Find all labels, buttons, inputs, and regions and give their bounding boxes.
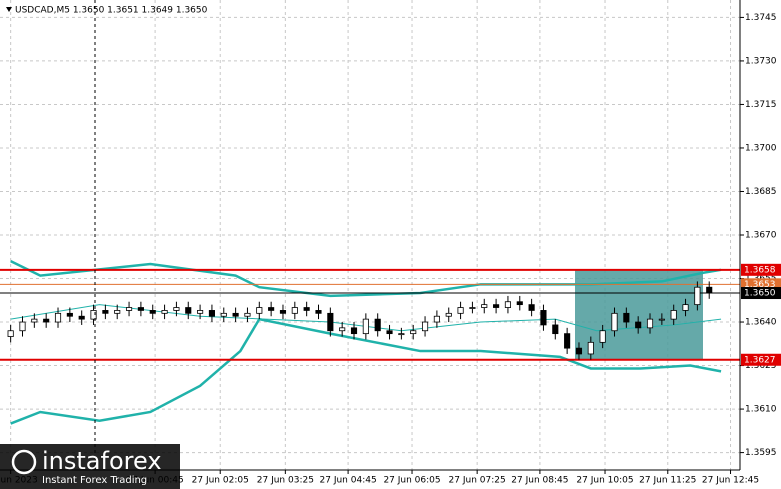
logo-tagline: Instant Forex Trading	[42, 475, 147, 486]
candle-body	[315, 310, 322, 314]
candle-body	[279, 310, 287, 314]
level-label: 1.3650	[744, 289, 776, 299]
candle-body	[398, 333, 405, 336]
logo-name: instaforex	[42, 447, 162, 475]
logo-icon	[11, 449, 37, 475]
candle-body	[552, 324, 559, 335]
grid	[0, 0, 740, 470]
level-label: 1.3658	[744, 265, 776, 275]
candle-body	[599, 330, 606, 343]
x-tick-label: 27 Jun 07:25	[449, 476, 506, 486]
level-tag	[741, 263, 781, 276]
menu-arrow[interactable]	[6, 7, 12, 12]
candle-body	[575, 347, 583, 355]
x-tick-label: 27 Jun 06:05	[383, 476, 440, 486]
y-tick-label: 1.3595	[745, 448, 777, 458]
candle-body	[706, 286, 713, 294]
x-tick-label: 27 Jun 08:45	[511, 476, 568, 486]
candle-body	[493, 304, 500, 308]
y-tick-label: 1.3610	[745, 405, 777, 415]
level-tag	[741, 287, 781, 300]
candle-body	[43, 318, 50, 323]
candle-body	[504, 301, 512, 308]
candle-body	[291, 307, 298, 314]
level-label: 1.3653	[744, 280, 776, 290]
y-tick-label: 1.3670	[745, 231, 777, 241]
axes: 1.3745 1.3730 1.3715 1.3700 1.3685 1.3670 1.36…	[0, 13, 781, 486]
candle-body	[421, 321, 429, 332]
candle-body	[457, 307, 464, 314]
candle-body	[268, 307, 275, 311]
candle-body	[54, 312, 62, 323]
y-tick-label: 1.3730	[745, 56, 777, 66]
candle-body	[374, 318, 381, 332]
candle-body	[137, 307, 144, 311]
candle-body	[516, 301, 523, 306]
candle-body	[410, 330, 417, 335]
candle-body	[125, 307, 133, 311]
candle-body	[386, 330, 393, 335]
candle-body	[587, 341, 594, 355]
candle-body	[208, 310, 216, 317]
candle-body	[694, 286, 701, 306]
candle-body	[114, 310, 121, 314]
candle-body	[161, 310, 168, 314]
candle-body	[220, 312, 227, 317]
y-tick-label: 1.3715	[745, 100, 777, 110]
candle-body	[19, 321, 26, 332]
candle-body	[433, 315, 440, 323]
candle-body	[78, 315, 85, 320]
x-tick-label: 27 Jun 11:25	[639, 476, 696, 486]
x-tick-label: 27 Jun 02:05	[192, 476, 249, 486]
candle-body	[682, 304, 689, 311]
plot	[0, 259, 740, 425]
candle-body	[90, 310, 97, 320]
candle-body	[339, 327, 346, 332]
y-tick-label: 1.3640	[745, 318, 777, 328]
candle-body	[350, 327, 358, 335]
level-label: 1.3627	[744, 355, 776, 365]
candle-body	[540, 310, 547, 326]
candle-body	[658, 318, 665, 321]
candle-body	[149, 310, 156, 314]
x-tick-label: 27 Jun 10:05	[576, 476, 633, 486]
candle-body	[469, 307, 476, 309]
candle-body	[173, 307, 180, 311]
candle-body	[481, 304, 488, 308]
candle-body	[31, 318, 38, 323]
candle-body	[7, 330, 14, 337]
candle-body	[256, 307, 263, 314]
candle-body	[623, 312, 630, 323]
candle-body	[303, 307, 310, 311]
candle-body	[445, 312, 452, 317]
level-tag	[741, 353, 781, 366]
candle-body	[66, 312, 73, 317]
candle-body	[611, 312, 618, 332]
candle-body	[244, 312, 251, 317]
x-tick-label: 27 Jun 03:25	[257, 476, 314, 486]
x-tick-label: 27 Jun 04:45	[320, 476, 377, 486]
logo: instaforex Instant Forex Trading	[0, 444, 180, 489]
candle-body	[528, 304, 535, 311]
candle-body	[102, 310, 109, 314]
y-tick-label: 1.3700	[745, 143, 777, 153]
chart-title: USDCAD,M5 1.3650 1.3651 1.3649 1.3650	[15, 6, 208, 16]
candle-body	[185, 307, 192, 314]
candle-body	[232, 312, 239, 317]
x-tick-label: 27 Jun 12:45	[702, 476, 759, 486]
candle-body	[197, 310, 204, 314]
candle-body	[362, 318, 369, 335]
y-tick-label: 1.3625	[745, 361, 777, 371]
y-tick-label: 1.3745	[745, 13, 777, 23]
candle-body	[327, 312, 334, 332]
candle-body	[646, 318, 654, 329]
y-tick-label: 1.3685	[745, 187, 777, 197]
candle-body	[564, 333, 571, 349]
candle-body	[635, 321, 642, 329]
candle-body	[670, 310, 677, 320]
